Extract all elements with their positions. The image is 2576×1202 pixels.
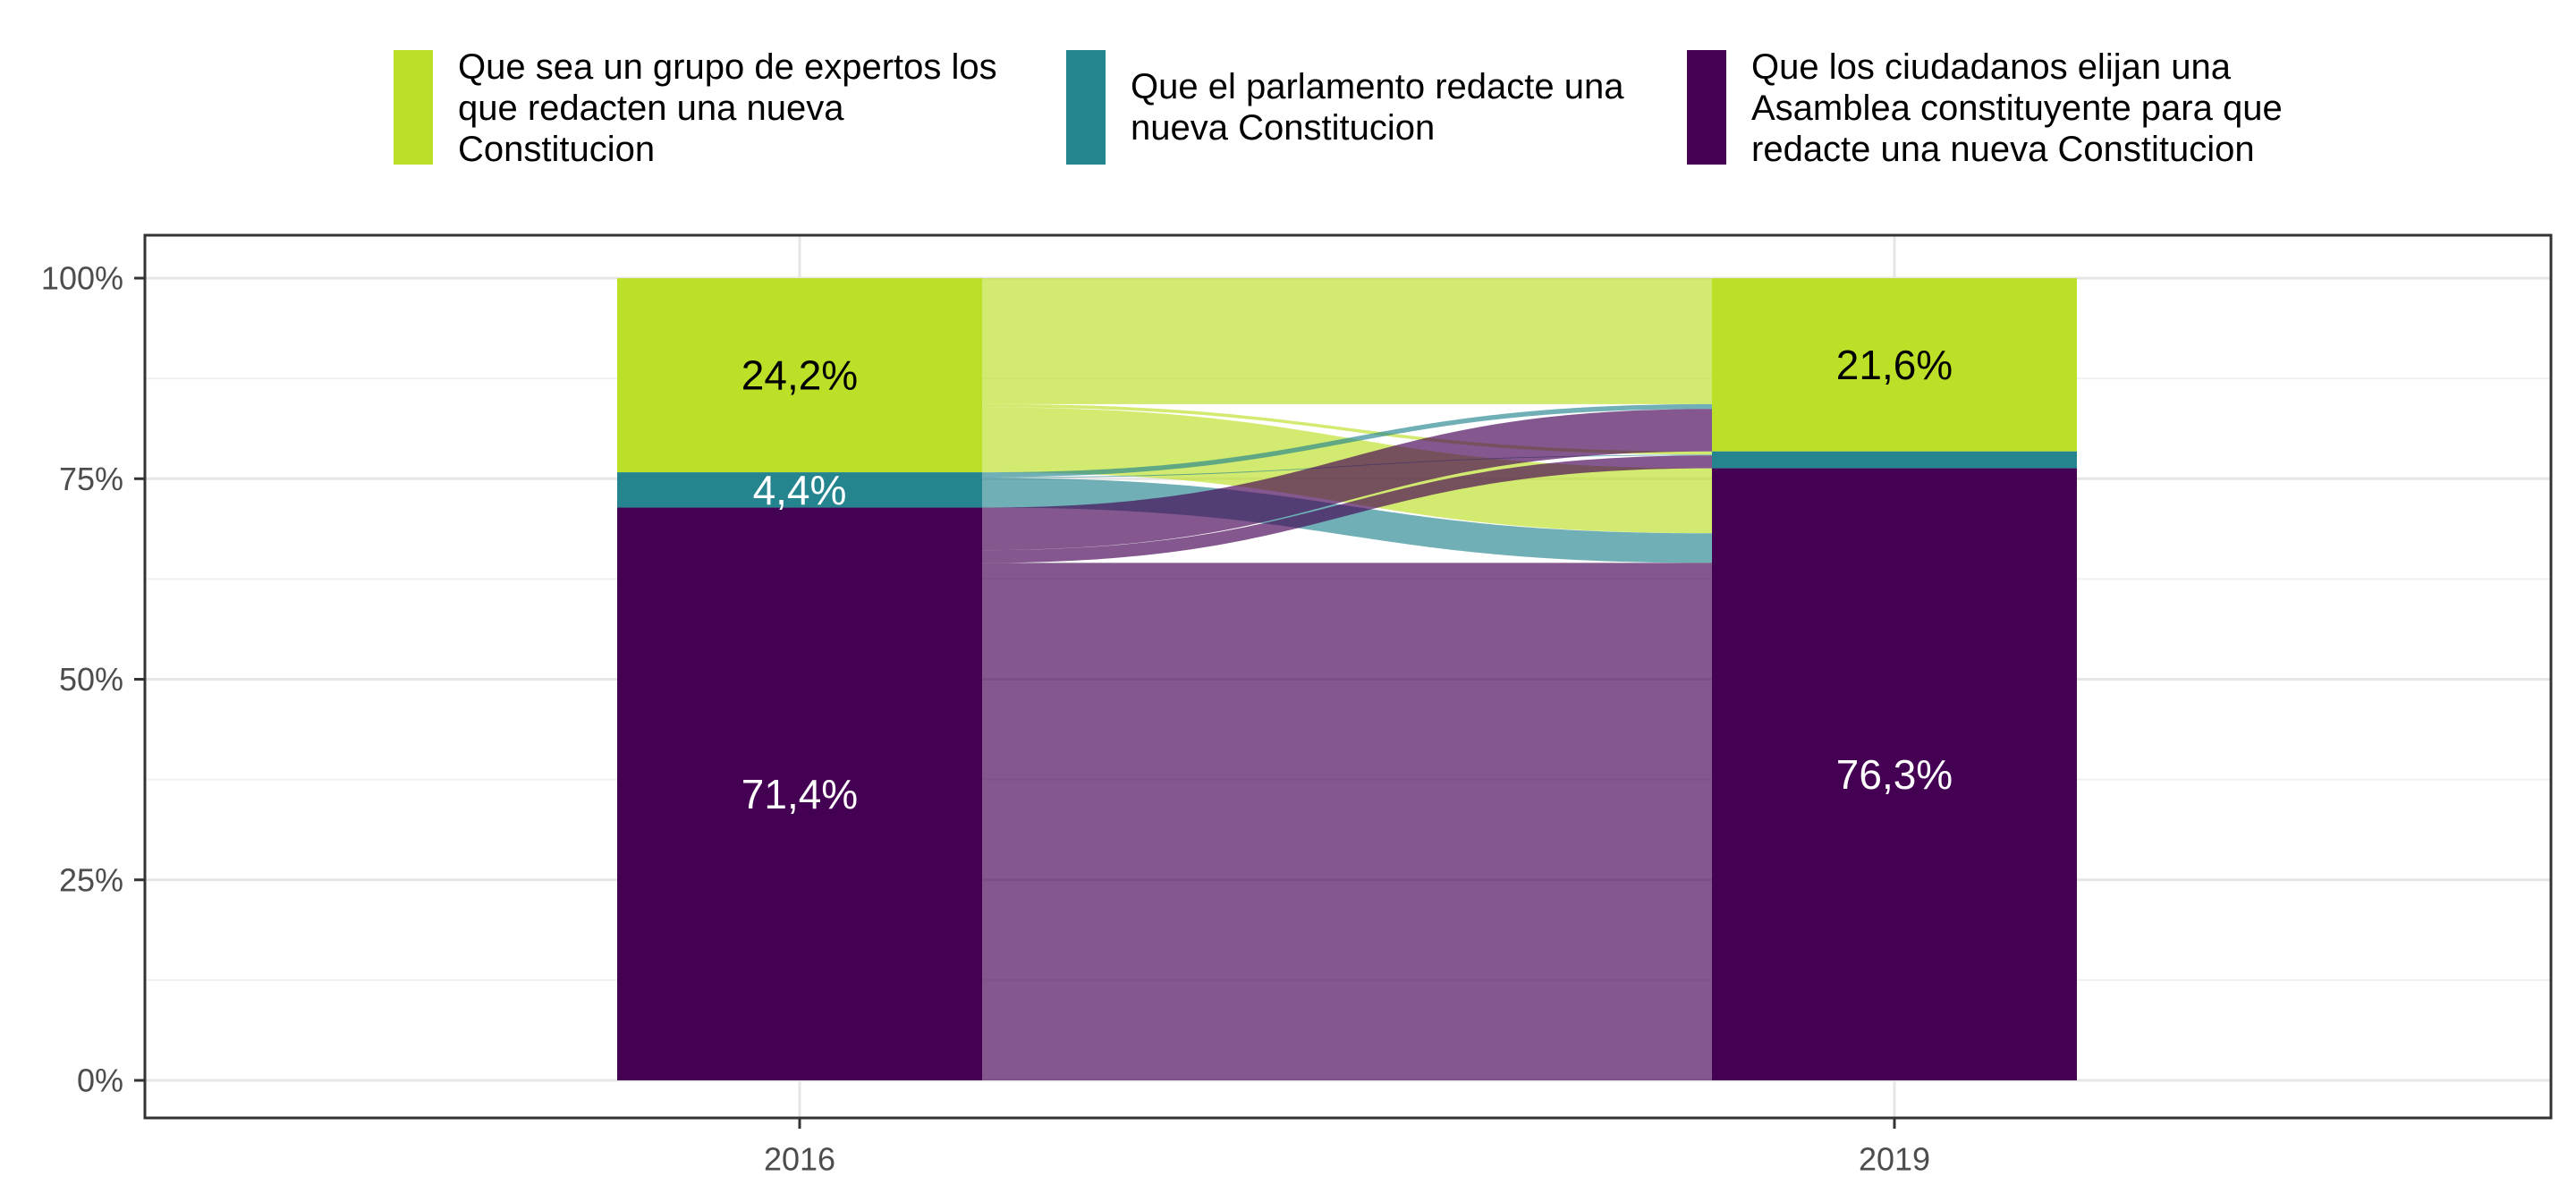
flow-asamblea-to-expertos xyxy=(982,409,1712,551)
legend-label-asamblea: Que los ciudadanos elijan una Asamblea c… xyxy=(1751,47,2283,169)
flow-expertos-to-expertos xyxy=(982,278,1712,404)
data-label-2016-expertos: 24,2% xyxy=(741,352,858,399)
bar-2019-expertos xyxy=(1712,278,2077,452)
bar-2016-expertos xyxy=(617,278,982,473)
bar-2019-asamblea xyxy=(1712,468,2077,1080)
data-label-2016-parlamento: 4,4% xyxy=(753,467,847,513)
legend-item-expertos: Que sea un grupo de expertos los que red… xyxy=(394,47,1055,169)
legend: Que sea un grupo de expertos los que red… xyxy=(394,47,2540,181)
y-tick-label: 100% xyxy=(41,260,123,297)
data-label-2016-asamblea: 71,4% xyxy=(741,771,858,817)
legend-item-asamblea: Que los ciudadanos elijan una Asamblea c… xyxy=(1687,47,2349,169)
bar-2016-asamblea xyxy=(617,507,982,1080)
flow-asamblea-to-parlamento xyxy=(982,455,1712,563)
x-tick-label: 2019 xyxy=(1859,1141,1930,1178)
legend-label-parlamento: Que el parlamento redacte una nueva Cons… xyxy=(1131,67,1624,148)
data-label-2019-expertos: 21,6% xyxy=(1836,342,1953,388)
bar-2016-parlamento xyxy=(617,472,982,508)
y-tick-label: 25% xyxy=(59,861,123,898)
panel-border xyxy=(143,233,2553,1120)
y-tick-label: 50% xyxy=(59,661,123,698)
legend-key-asamblea xyxy=(1687,50,1726,165)
legend-key-parlamento xyxy=(1066,50,1106,165)
x-tick-label: 2016 xyxy=(764,1141,835,1178)
data-label-2019-asamblea: 76,3% xyxy=(1836,751,1953,798)
legend-label-expertos: Que sea un grupo de expertos los que red… xyxy=(458,47,997,169)
y-tick-label: 0% xyxy=(77,1062,123,1099)
flow-asamblea-to-asamblea xyxy=(982,563,1712,1080)
legend-item-parlamento: Que el parlamento redacte una nueva Cons… xyxy=(1066,47,1648,165)
y-tick-label: 75% xyxy=(59,461,123,497)
bar-2019-parlamento xyxy=(1712,451,2077,469)
flow-parlamento-to-expertos xyxy=(982,403,1712,478)
legend-key-expertos xyxy=(394,50,433,165)
flow-expertos-to-parlamento xyxy=(982,403,1712,455)
